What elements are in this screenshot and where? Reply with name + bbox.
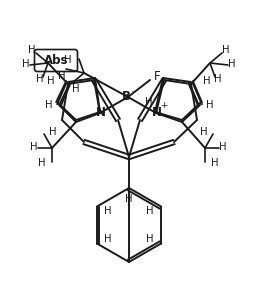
Text: H: H [203,76,211,86]
Text: H: H [58,71,66,81]
Text: H: H [125,194,133,204]
Text: H: H [104,206,112,216]
Text: H: H [228,59,236,69]
Text: H: H [146,235,154,245]
Text: H: H [146,206,154,216]
Text: B: B [122,91,131,104]
FancyBboxPatch shape [35,50,77,71]
Text: N: N [96,106,106,119]
Text: H: H [49,127,57,137]
Text: N: N [152,106,162,119]
Text: H: H [28,45,36,55]
Text: +: + [160,101,168,111]
Text: H: H [200,127,208,137]
Text: H: H [22,59,30,69]
Text: H: H [47,76,55,86]
Text: H: H [145,97,153,107]
Text: H: H [38,158,46,168]
Text: H: H [214,74,222,84]
Text: Abs: Abs [44,55,68,68]
Text: H: H [219,142,227,152]
Text: H: H [222,45,230,55]
Text: H: H [72,84,80,94]
Text: H: H [64,55,72,65]
Text: H: H [36,74,44,84]
Text: H: H [206,100,214,110]
Text: H: H [30,142,38,152]
Text: ⁻: ⁻ [131,89,135,99]
Text: H: H [45,100,53,110]
Text: F: F [154,71,160,83]
Text: H: H [104,235,112,245]
Text: H: H [211,158,219,168]
